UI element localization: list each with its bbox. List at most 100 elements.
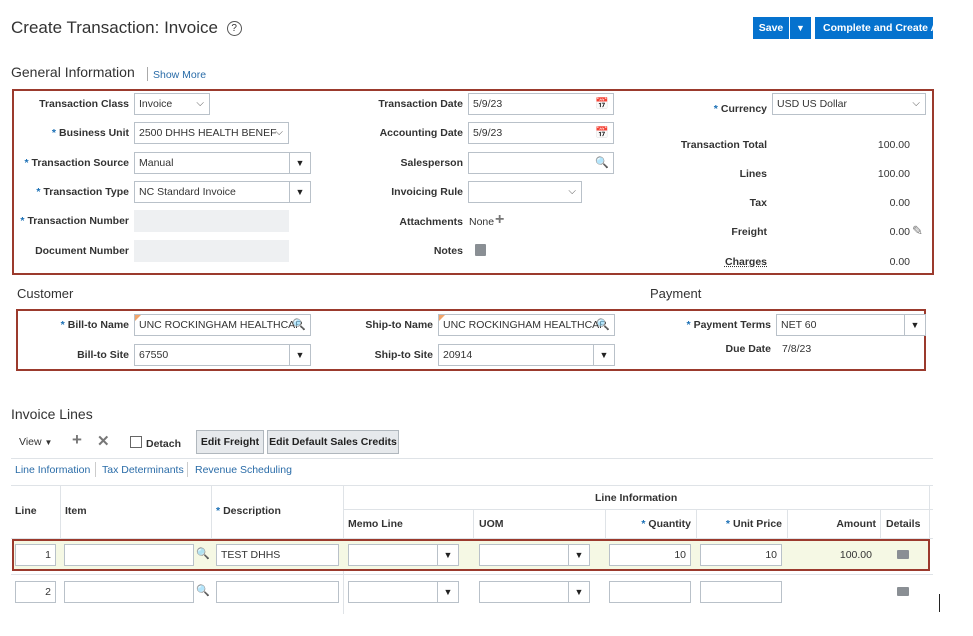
notes-icon[interactable] (475, 244, 486, 256)
dropdown-arrow-icon[interactable]: ▼ (568, 582, 589, 602)
transaction-source-value: Manual (139, 157, 174, 169)
add-row-icon[interactable]: + (72, 430, 82, 449)
dropdown-arrow-icon[interactable]: ▼ (568, 545, 589, 565)
transaction-class-select[interactable]: Invoice ⌵ (134, 93, 210, 115)
edit-freight-button[interactable]: Edit Freight (196, 430, 264, 454)
search-icon[interactable]: 🔍 (596, 319, 610, 331)
transaction-type-value: NC Standard Invoice (139, 186, 236, 198)
line-number-input[interactable]: 1 (15, 544, 56, 566)
page-title-text: Create Transaction: Invoice (11, 18, 218, 37)
column-divider (211, 486, 212, 538)
column-uom: UOM (479, 518, 504, 530)
detach-button[interactable]: Detach (130, 436, 181, 450)
column-divider (880, 510, 881, 538)
customer-heading: Customer (17, 286, 74, 301)
dropdown-arrow-icon[interactable]: ▼ (289, 345, 310, 365)
column-divider (473, 510, 474, 538)
unit-price-input[interactable] (700, 581, 782, 603)
transaction-source-select[interactable]: Manual ▼ (134, 152, 311, 174)
transaction-class-value: Invoice (139, 98, 173, 110)
item-input[interactable] (64, 581, 194, 603)
transaction-date-input[interactable]: 5/9/23 📅 (468, 93, 614, 115)
business-unit-select[interactable]: 2500 DHHS HEALTH BENEF ⌵ (134, 122, 289, 144)
dropdown-arrow-icon[interactable]: ▼ (289, 153, 310, 173)
description-input[interactable]: TEST DHHS (216, 544, 339, 566)
search-icon[interactable]: 🔍 (196, 548, 210, 560)
details-icon[interactable] (897, 550, 909, 559)
business-unit-label: * Business Unit (51, 127, 129, 139)
memo-line-select[interactable]: ▼ (348, 544, 459, 566)
complete-and-create-another-button[interactable]: Complete and Create An (815, 17, 933, 39)
tab-divider (187, 462, 188, 477)
dropdown-arrow-icon[interactable]: ▼ (289, 182, 310, 202)
bill-to-name-value: UNC ROCKINGHAM HEALTHCAR (139, 319, 303, 331)
column-divider (605, 510, 606, 538)
memo-line-select[interactable]: ▼ (348, 581, 459, 603)
tab-tax-determinants[interactable]: Tax Determinants (102, 464, 184, 476)
toolbar-divider (11, 458, 933, 459)
column-unit-price: * Unit Price (725, 518, 782, 530)
add-attachment-icon[interactable]: + (495, 211, 505, 228)
freight-total-value: 0.00 (889, 226, 910, 238)
description-input[interactable] (216, 581, 339, 603)
view-menu-label: View (19, 436, 42, 448)
tab-line-information[interactable]: Line Information (15, 464, 91, 476)
dropdown-arrow-icon[interactable]: ▼ (437, 545, 458, 565)
document-number-field[interactable] (134, 240, 289, 262)
show-more-link[interactable]: Show More (153, 69, 207, 81)
customer-payment-highlight (16, 309, 926, 371)
transaction-date-label: Transaction Date (378, 98, 463, 110)
save-button[interactable]: Save (753, 17, 789, 39)
transaction-type-select[interactable]: NC Standard Invoice ▼ (134, 181, 311, 203)
currency-select[interactable]: USD US Dollar ⌵ (772, 93, 926, 115)
payment-terms-value: NET 60 (781, 319, 817, 331)
search-icon[interactable]: 🔍 (292, 319, 306, 331)
row-highlight (12, 539, 930, 571)
dropdown-arrow-icon[interactable]: ▼ (593, 345, 614, 365)
amount-value: 100.00 (839, 549, 872, 561)
edit-default-sales-credits-button[interactable]: Edit Default Sales Credits (267, 430, 399, 454)
transaction-number-field[interactable] (134, 210, 289, 232)
changed-indicator-icon (439, 315, 445, 321)
table-top-border (11, 485, 933, 486)
bill-to-name-input[interactable]: UNC ROCKINGHAM HEALTHCAR 🔍 (134, 314, 311, 336)
complete-button-label: Complete and Create An (823, 22, 933, 34)
save-button-label: Save (758, 22, 784, 34)
search-icon[interactable]: 🔍 (595, 157, 609, 169)
unit-price-input[interactable]: 10 (700, 544, 782, 566)
uom-select[interactable]: ▼ (479, 581, 590, 603)
search-icon[interactable]: 🔍 (196, 585, 210, 597)
detach-label: Detach (146, 438, 182, 450)
accounting-date-input[interactable]: 5/9/23 📅 (468, 122, 614, 144)
dropdown-arrow-icon[interactable]: ▼ (437, 582, 458, 602)
bill-to-site-select[interactable]: 67550 ▼ (134, 344, 311, 366)
salesperson-label: Salesperson (400, 157, 463, 169)
delete-row-icon[interactable]: ✕ (97, 433, 110, 450)
calendar-icon[interactable]: 📅 (595, 127, 609, 139)
dropdown-arrow-icon[interactable]: ▼ (904, 315, 925, 335)
item-input[interactable] (64, 544, 194, 566)
business-unit-value: 2500 DHHS HEALTH BENEF (139, 127, 277, 139)
column-group-line-information: Line Information (595, 492, 678, 504)
column-amount: Amount (836, 518, 876, 530)
details-icon[interactable] (897, 587, 909, 596)
line-number-input[interactable]: 2 (15, 581, 56, 603)
view-menu[interactable]: View ▼ (19, 436, 52, 448)
detach-icon (130, 436, 142, 448)
calendar-icon[interactable]: 📅 (595, 98, 609, 110)
invoicing-rule-select[interactable]: ⌵ (468, 181, 582, 203)
transaction-class-label: Transaction Class (39, 98, 129, 110)
uom-select[interactable]: ▼ (479, 544, 590, 566)
tax-total-value: 0.00 (889, 197, 910, 209)
quantity-input[interactable] (609, 581, 691, 603)
column-details: Details (886, 518, 921, 530)
pencil-icon[interactable]: ✎ (912, 223, 923, 238)
payment-terms-select[interactable]: NET 60 ▼ (776, 314, 926, 336)
save-menu-button[interactable]: ▼ (790, 17, 811, 39)
tab-revenue-scheduling[interactable]: Revenue Scheduling (195, 464, 292, 476)
salesperson-input[interactable]: 🔍 (468, 152, 614, 174)
help-circle-icon[interactable]: ? (226, 21, 242, 36)
quantity-input[interactable]: 10 (609, 544, 691, 566)
ship-to-site-select[interactable]: 20914 ▼ (438, 344, 615, 366)
ship-to-name-input[interactable]: UNC ROCKINGHAM HEALTHCAR 🔍 (438, 314, 615, 336)
